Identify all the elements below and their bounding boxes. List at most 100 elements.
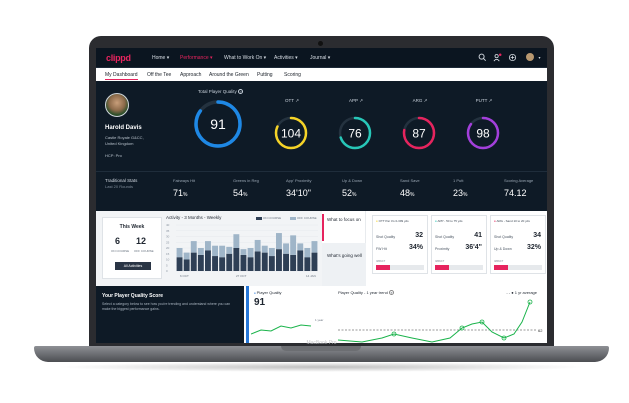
- bar-off-course[interactable]: [268, 248, 275, 257]
- bar-on-course[interactable]: [233, 248, 240, 271]
- bar-on-course[interactable]: [240, 254, 247, 271]
- bar-off-course[interactable]: [283, 243, 289, 254]
- category-ring[interactable]: [466, 116, 500, 150]
- stat-value: 48%: [400, 188, 414, 198]
- bar-off-course[interactable]: [311, 241, 318, 253]
- player-quality-card[interactable]: ● Player Quality 91 1 year: [246, 286, 331, 343]
- bar-off-course[interactable]: [219, 245, 226, 258]
- tab-off-the-tee[interactable]: Off the Tee: [147, 72, 172, 78]
- tab-approach[interactable]: Approach: [180, 72, 202, 78]
- bar-on-course[interactable]: [190, 252, 197, 271]
- bar-off-course[interactable]: [176, 248, 183, 258]
- traditional-stats-subtitle: Last 20 Rounds: [105, 184, 134, 189]
- stat-unit: %: [183, 192, 188, 198]
- focus-tabs: What to focus on What's going well: [322, 211, 366, 286]
- bar-off-course[interactable]: [254, 239, 261, 252]
- tab-what-to-focus-on[interactable]: What to focus on: [327, 217, 361, 222]
- chevron-down-icon[interactable]: ▾: [538, 55, 541, 60]
- nav-performance[interactable]: Performance ▾: [180, 55, 213, 61]
- avatar[interactable]: [526, 53, 534, 61]
- focus-card[interactable]: ● ARG - Sand 10 to 20 yds Shot Quality 34 U…: [490, 215, 546, 274]
- notification-icon[interactable]: [493, 53, 502, 62]
- category-ring[interactable]: [338, 116, 372, 150]
- activity-title: Activity - 3 Months - Weekly: [166, 215, 222, 220]
- tab-around-the-green[interactable]: Around the Green: [209, 72, 249, 78]
- bar-on-course[interactable]: [247, 257, 254, 271]
- bar-on-course[interactable]: [276, 249, 282, 271]
- nav-activities[interactable]: Activities ▾: [274, 55, 298, 61]
- bar-off-course[interactable]: [290, 235, 297, 255]
- info-icon[interactable]: ?: [388, 290, 394, 296]
- stat-unit: %: [243, 192, 248, 198]
- player-name: Harold Davis: [105, 125, 142, 131]
- tab-my-dashboard[interactable]: My Dashboard: [105, 72, 138, 80]
- bar-off-course[interactable]: [183, 252, 190, 260]
- laptop-lid: clippd Home ▾ Performance ▾ What to Work…: [89, 36, 554, 348]
- nav-journal[interactable]: Journal ▾: [310, 55, 331, 61]
- bar-on-course[interactable]: [297, 250, 304, 271]
- tab-putting[interactable]: Putting: [257, 72, 273, 78]
- category-ring[interactable]: [274, 116, 308, 150]
- focus-row1-value: 32: [415, 232, 423, 239]
- bar-off-course[interactable]: [226, 246, 233, 254]
- bullet-icon: ●: [254, 291, 257, 295]
- bar-on-course[interactable]: [311, 252, 318, 271]
- bar-on-course[interactable]: [261, 252, 268, 271]
- on-course-label: ON COURSE: [111, 249, 130, 253]
- bar-on-course[interactable]: [176, 257, 183, 271]
- logo[interactable]: clippd: [106, 53, 131, 63]
- all-activities-button[interactable]: All Activities: [115, 262, 151, 270]
- tab-whats-going-well[interactable]: What's going well: [327, 253, 362, 258]
- stat-value: 74.12: [504, 188, 527, 198]
- top-nav: clippd Home ▾ Performance ▾ What to Work…: [96, 48, 547, 68]
- bar-off-course[interactable]: [212, 245, 218, 257]
- bar-on-course[interactable]: [205, 250, 211, 271]
- focus-card[interactable]: ● APP - 50 to 75 yds Shot Quality 41 Proxim…: [431, 215, 487, 274]
- bar-on-course[interactable]: [226, 253, 233, 271]
- bar-on-course[interactable]: [183, 259, 190, 272]
- impact-bar-fill: [376, 265, 391, 270]
- bar-on-course[interactable]: [268, 256, 275, 271]
- info-icon[interactable]: ?: [238, 89, 244, 95]
- category-ring[interactable]: [402, 116, 436, 150]
- focus-card-head: ● APP - 50 to 75 yds: [435, 219, 462, 223]
- bar-on-course[interactable]: [219, 257, 226, 271]
- trend-point[interactable]: [527, 299, 533, 305]
- trend-point[interactable]: [479, 319, 485, 325]
- focus-row1-value: 34: [533, 232, 541, 239]
- focus-card[interactable]: ● OTT Par 4's 0-399 yds Shot Quality 32 FW …: [372, 215, 428, 274]
- x-tick: 6 OCT: [180, 274, 189, 278]
- bar-off-course[interactable]: [247, 248, 254, 258]
- stat-number: 54: [233, 188, 244, 198]
- trend-point[interactable]: [501, 335, 507, 341]
- bar-on-course[interactable]: [254, 251, 261, 271]
- bar-on-course[interactable]: [197, 254, 204, 271]
- bar-off-course[interactable]: [297, 243, 304, 251]
- total-quality-ring[interactable]: [194, 100, 242, 148]
- activity-chart-card: Activity - 3 Months - Weekly ON COURSE O…: [166, 215, 322, 283]
- settings-icon[interactable]: [508, 53, 517, 62]
- bar-off-course[interactable]: [304, 248, 311, 258]
- tab-scoring[interactable]: Scoring: [284, 72, 301, 78]
- search-icon[interactable]: [478, 53, 487, 62]
- bar-on-course[interactable]: [304, 257, 311, 271]
- trend-point[interactable]: [391, 331, 397, 337]
- bar-on-course[interactable]: [212, 256, 218, 271]
- bar-off-course[interactable]: [190, 241, 197, 253]
- nav-home[interactable]: Home ▾: [152, 55, 170, 61]
- bar-on-course[interactable]: [290, 254, 297, 271]
- pqs-title: Your Player Quality Score: [102, 293, 164, 299]
- legend-off-course-label: OFF COURSE: [297, 216, 317, 220]
- nav-what-to-work-on[interactable]: What to Work On ▾: [224, 55, 267, 61]
- bar-off-course[interactable]: [205, 241, 211, 251]
- bar-on-course[interactable]: [283, 253, 289, 271]
- bar-off-course[interactable]: [233, 234, 240, 248]
- trend-point[interactable]: [459, 325, 465, 331]
- focus-row1-label: Shot Quality: [494, 235, 514, 239]
- bar-off-course[interactable]: [240, 249, 247, 255]
- bar-off-course[interactable]: [276, 233, 282, 250]
- bar-off-course[interactable]: [261, 245, 268, 253]
- focus-row1-label: Shot Quality: [435, 235, 455, 239]
- bar-off-course[interactable]: [197, 248, 204, 255]
- x-tick: 14 JAN: [306, 274, 316, 278]
